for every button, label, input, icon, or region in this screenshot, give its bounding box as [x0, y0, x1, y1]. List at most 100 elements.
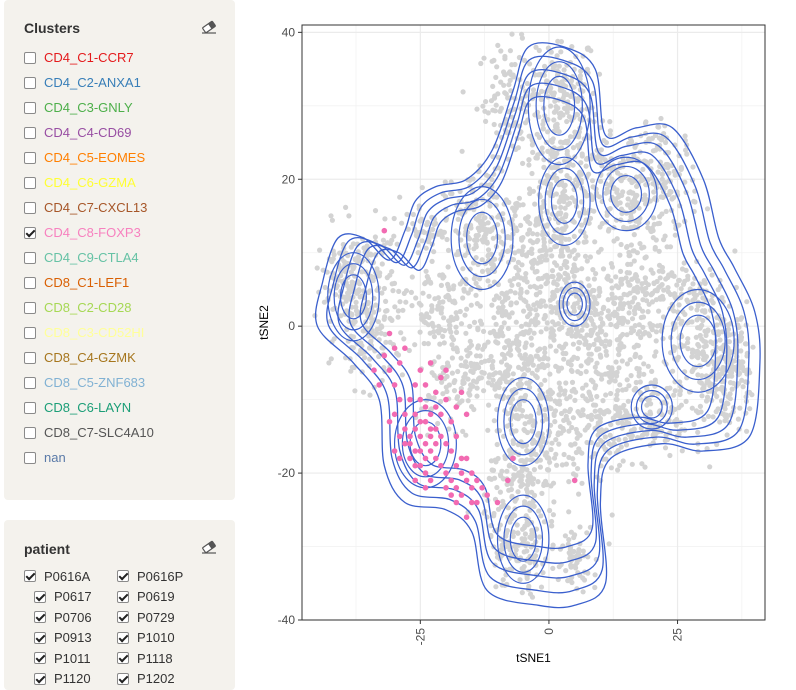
patient-option[interactable]: P0619	[117, 587, 210, 608]
cluster-option[interactable]: CD4_C5-EOMES	[24, 145, 154, 170]
patient-checkbox[interactable]	[34, 631, 46, 644]
patient-option[interactable]: P1010	[117, 628, 210, 649]
cluster-checkbox[interactable]	[24, 351, 36, 364]
cell-point	[744, 379, 750, 385]
cell-point	[561, 391, 567, 397]
cell-point	[674, 282, 680, 288]
cluster-option[interactable]: CD4_C6-GZMA	[24, 170, 154, 195]
cluster-checkbox[interactable]	[24, 251, 36, 264]
patient-option[interactable]: P0729	[117, 607, 210, 628]
cluster-option[interactable]: CD8_C6-LAYN	[24, 395, 154, 420]
cluster-checkbox[interactable]	[24, 451, 36, 464]
patient-option[interactable]: P0616A	[24, 566, 117, 587]
cluster-checkbox[interactable]	[24, 151, 36, 164]
cell-point	[588, 351, 594, 357]
cell-point	[493, 584, 499, 590]
cell-point	[455, 251, 461, 257]
cell-point	[377, 270, 383, 276]
cell-point	[463, 330, 469, 336]
cell-point	[538, 303, 544, 309]
cluster-checkbox[interactable]	[24, 376, 36, 389]
patient-checkbox[interactable]	[117, 590, 129, 603]
cell-point	[522, 120, 529, 126]
cell-point	[530, 481, 536, 487]
cell-point	[542, 406, 548, 413]
cell-point	[413, 295, 419, 301]
cluster-checkbox[interactable]	[24, 51, 36, 64]
patient-option[interactable]: P1011	[24, 648, 117, 669]
cluster-checkbox[interactable]	[24, 276, 36, 289]
cluster-checkbox[interactable]	[24, 101, 36, 114]
cell-point	[563, 212, 569, 218]
cluster-checkbox[interactable]	[24, 301, 36, 314]
patient-option[interactable]: P0913	[24, 628, 117, 649]
cell-point	[477, 353, 483, 359]
patient-checkbox[interactable]	[117, 611, 129, 624]
cell-point	[409, 303, 415, 309]
cluster-checkbox[interactable]	[24, 226, 36, 239]
patient-checkbox[interactable]	[34, 590, 46, 603]
cluster-checkbox[interactable]	[24, 76, 36, 89]
cell-point	[734, 354, 740, 360]
cluster-checkbox[interactable]	[24, 401, 36, 414]
patient-checkbox[interactable]	[117, 672, 129, 685]
patient-option[interactable]: P0617	[24, 587, 117, 608]
cluster-option[interactable]: CD8_C1-LEF1	[24, 270, 154, 295]
cluster-checkbox[interactable]	[24, 176, 36, 189]
cell-point	[609, 512, 615, 518]
cluster-option[interactable]: CD8_C3-CD52HI	[24, 320, 154, 345]
cluster-option[interactable]: CD8_C7-SLC4A10	[24, 420, 154, 445]
cell-point	[609, 285, 615, 291]
patient-option[interactable]: P0706	[24, 607, 117, 628]
eraser-icon[interactable]	[201, 20, 217, 34]
foxp3-cell-point	[463, 455, 470, 462]
cell-point	[616, 413, 622, 419]
cell-point	[707, 266, 713, 273]
cluster-option[interactable]: CD4_C4-CD69	[24, 120, 154, 145]
cell-point	[720, 367, 726, 374]
cluster-option[interactable]: CD4_C2-ANXA1	[24, 70, 154, 95]
cell-point	[632, 311, 638, 317]
cluster-option[interactable]: CD4_C8-FOXP3	[24, 220, 154, 245]
cell-point	[576, 491, 582, 497]
cluster-checkbox[interactable]	[24, 126, 36, 139]
patient-checkbox[interactable]	[117, 631, 129, 644]
patient-option[interactable]: P1202	[117, 669, 210, 690]
cluster-option[interactable]: CD8_C5-ZNF683	[24, 370, 154, 395]
foxp3-cell-point	[438, 411, 444, 418]
eraser-icon[interactable]	[201, 540, 217, 554]
patient-checkbox[interactable]	[117, 570, 129, 583]
cell-point	[631, 344, 637, 350]
cluster-option[interactable]: CD8_C2-CD28	[24, 295, 154, 320]
cell-point	[423, 280, 429, 286]
patient-checkbox[interactable]	[34, 611, 46, 624]
tsne-scatter-plot: -40 -20 0 20 40 -25 0 25 tSNE1 tSNE2	[257, 24, 766, 665]
patient-checkbox[interactable]	[34, 672, 46, 685]
cluster-option[interactable]: CD4_C3-GNLY	[24, 95, 154, 120]
cell-point	[501, 291, 507, 297]
cell-point	[481, 215, 487, 221]
patient-option[interactable]: P1118	[117, 648, 210, 669]
cluster-checkbox[interactable]	[24, 201, 36, 214]
foxp3-cell-point	[494, 499, 501, 506]
cluster-label: CD4_C4-CD69	[44, 125, 132, 140]
patient-checkbox[interactable]	[117, 652, 129, 665]
cluster-option[interactable]: CD8_C4-GZMK	[24, 345, 154, 370]
patient-checkbox[interactable]	[24, 570, 36, 583]
cluster-option[interactable]: CD4_C9-CTLA4	[24, 245, 154, 270]
cluster-checkbox[interactable]	[24, 426, 36, 439]
cell-point	[423, 245, 429, 251]
cell-point	[552, 260, 558, 266]
patient-checkbox[interactable]	[34, 652, 46, 665]
patient-option[interactable]: P1120	[24, 669, 117, 690]
cluster-option[interactable]: nan	[24, 445, 154, 470]
cluster-option[interactable]: CD4_C7-CXCL13	[24, 195, 154, 220]
cell-point	[525, 358, 531, 364]
cell-point	[731, 358, 737, 364]
cell-point	[623, 275, 629, 281]
cluster-option[interactable]: CD4_C1-CCR7	[24, 45, 154, 70]
cell-point	[572, 199, 578, 205]
patient-option[interactable]: P0616P	[117, 566, 210, 587]
cluster-checkbox[interactable]	[24, 326, 36, 339]
cell-point	[717, 419, 723, 425]
